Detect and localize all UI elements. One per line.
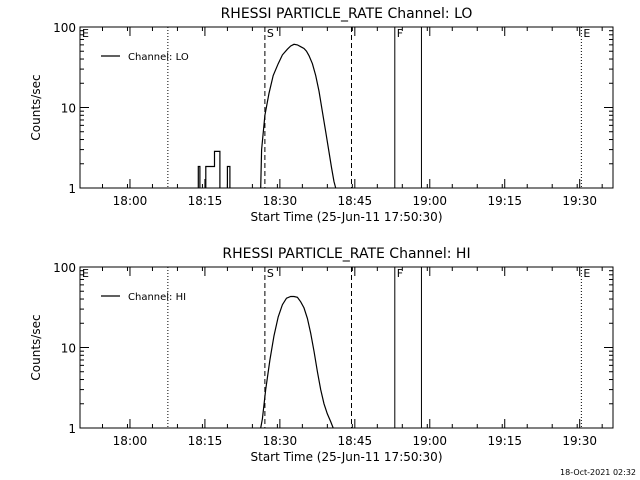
- x-tick-label: 18:30: [263, 194, 298, 208]
- x-axis-label: Start Time (25-Jun-11 17:50:30): [251, 450, 443, 464]
- chart-title: RHESSI PARTICLE_RATE Channel: HI: [222, 246, 470, 262]
- chart-title: RHESSI PARTICLE_RATE Channel: LO: [221, 6, 473, 22]
- y-tick-label: 10: [61, 342, 76, 356]
- x-tick-label: 18:00: [113, 434, 148, 448]
- event-marker-label: E: [583, 267, 590, 280]
- x-tick-label: 18:15: [188, 434, 223, 448]
- x-tick-label: 19:15: [487, 194, 522, 208]
- y-axis-label: Counts/sec: [29, 74, 43, 140]
- y-tick-label: 10: [61, 102, 76, 116]
- x-tick-label: 19:30: [562, 194, 597, 208]
- event-marker-label: F: [397, 27, 403, 40]
- series-line: [260, 43, 337, 189]
- x-tick-label: 18:45: [338, 194, 373, 208]
- y-tick-label: 1: [68, 422, 76, 436]
- y-tick-label: 1: [68, 182, 76, 196]
- x-tick-label: 18:15: [188, 194, 223, 208]
- chart-panel-2: RHESSI PARTICLE_RATE Channel: HI 18:00 18:…: [29, 246, 614, 464]
- series-line: [205, 150, 221, 188]
- chart-panel-1: RHESSI PARTICLE_RATE Channel: LO 18:00 18:…: [29, 6, 614, 224]
- series-line: [260, 295, 334, 429]
- series-line: [197, 165, 201, 188]
- event-marker-label: E: [82, 27, 89, 40]
- event-marker-label: S: [267, 267, 274, 280]
- x-tick-label: 18:45: [338, 434, 373, 448]
- event-marker-label: E: [82, 267, 89, 280]
- x-axis-label: Start Time (25-Jun-11 17:50:30): [251, 210, 443, 224]
- y-tick-label: 100: [53, 21, 76, 35]
- event-marker-label: S: [267, 27, 274, 40]
- x-tick-label: 19:30: [562, 434, 597, 448]
- footer-timestamp: 18-Oct-2021 02:32: [560, 468, 636, 477]
- y-axis-label: Counts/sec: [29, 314, 43, 380]
- legend-label: Channel: LO: [128, 52, 189, 63]
- event-marker-label: E: [583, 27, 590, 40]
- x-tick-label: 19:00: [412, 194, 447, 208]
- event-marker-label: F: [397, 267, 403, 280]
- series-line: [226, 165, 231, 188]
- y-tick-label: 100: [53, 261, 76, 275]
- x-tick-label: 18:30: [263, 434, 298, 448]
- x-tick-label: 18:00: [113, 194, 148, 208]
- x-tick-label: 19:00: [412, 434, 447, 448]
- x-tick-label: 19:15: [487, 434, 522, 448]
- legend-label: Channel: HI: [128, 292, 186, 303]
